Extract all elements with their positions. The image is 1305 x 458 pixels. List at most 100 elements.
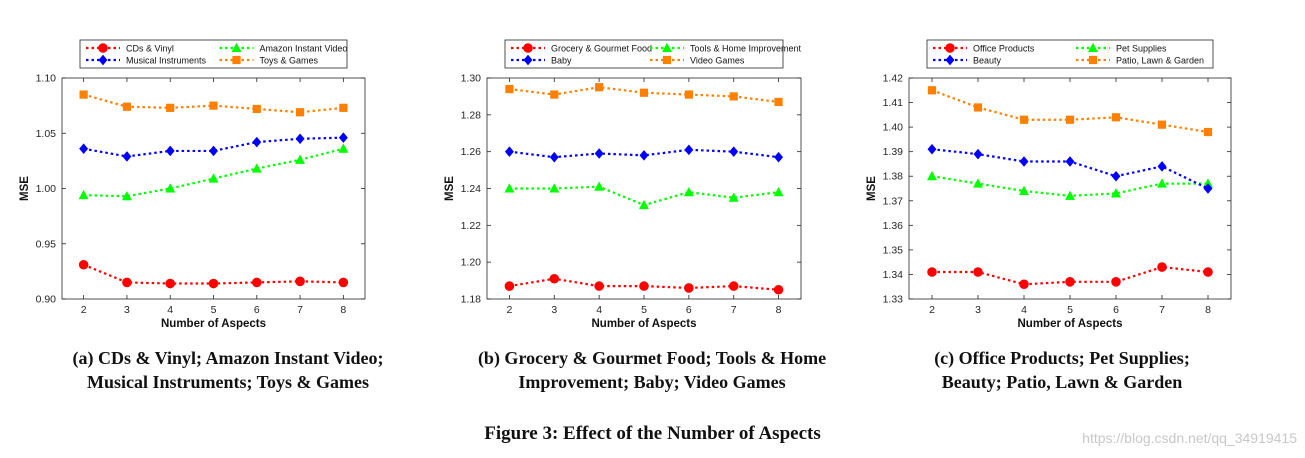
data-point [1110, 188, 1122, 198]
data-point [504, 146, 514, 158]
legend-marker [661, 42, 673, 53]
data-point [295, 108, 305, 117]
data-point [1203, 267, 1213, 277]
y-tick-label: 1.22 [461, 220, 482, 232]
data-point [165, 278, 176, 289]
data-point [972, 178, 984, 188]
data-point [549, 151, 559, 163]
data-point [927, 267, 937, 277]
data-point [927, 86, 937, 95]
x-tick-label: 2 [929, 304, 935, 316]
data-point [594, 281, 604, 291]
data-point [728, 281, 739, 291]
legend-label: Amazon Instant Video [260, 44, 348, 54]
data-point [973, 267, 983, 277]
data-point [1157, 120, 1167, 129]
panel-a-caption-line-2: Musical Instruments; Toys & Games [86, 372, 369, 392]
panel-c-caption-line-2: Beauty; Patio, Lawn & Garden [941, 372, 1183, 392]
legend-box [79, 39, 348, 69]
x-tick-label: 7 [1159, 304, 1165, 316]
data-point [208, 173, 219, 183]
y-tick-label: 1.24 [461, 183, 482, 195]
data-point [78, 259, 89, 270]
y-tick-label: 1.28 [461, 109, 482, 121]
x-tick-label: 4 [1021, 304, 1027, 316]
data-point [165, 145, 175, 157]
data-point [122, 277, 132, 288]
data-point [209, 101, 218, 110]
y-tick-label: 0.90 [36, 294, 57, 306]
series-line [931, 89, 1209, 134]
y-tick-label: 1.40 [883, 122, 904, 134]
y-tick-label: 1.18 [461, 294, 482, 306]
legend-marker [98, 43, 108, 53]
x-tick-label: 4 [167, 304, 173, 316]
x-tick-label: 5 [1067, 304, 1073, 316]
y-tick-label: 1.38 [883, 171, 904, 183]
data-point [122, 151, 132, 162]
data-point [973, 148, 983, 160]
x-axis-label: Number of Aspects [591, 318, 696, 330]
panel-a-caption-line-1: (a) CDs & Vinyl; Amazon Instant Video; [72, 348, 384, 368]
panel-b-caption-line-2: Improvement; Baby; Video Games [518, 372, 786, 392]
data-point [639, 149, 649, 161]
data-point [295, 133, 305, 145]
data-point [338, 132, 348, 144]
data-point [1157, 161, 1167, 172]
figure-charts: 0.90 0.95 1.00 1.05 1.10 2 3 4 5 6 7 8 Number of Asp… [19, 39, 1232, 330]
data-point [79, 143, 89, 155]
data-point [122, 102, 132, 111]
plot-frame [486, 77, 802, 300]
x-tick-label: 3 [551, 304, 557, 316]
x-tick-label: 4 [596, 304, 602, 316]
data-point [683, 186, 694, 197]
x-axis-label: Number of Aspects [1017, 318, 1122, 330]
legend-label: Patio, Lawn & Garden [1116, 56, 1204, 66]
legend-label: Office Products [973, 44, 1035, 54]
y-tick-label: 1.34 [883, 269, 904, 281]
x-tick-label: 3 [975, 304, 981, 316]
data-point [504, 281, 515, 291]
data-point [684, 90, 693, 99]
data-point [773, 284, 784, 295]
x-tick-label: 7 [297, 304, 303, 316]
data-point [550, 90, 559, 99]
x-tick-label: 6 [1113, 304, 1119, 316]
legend-label: Pet Supplies [1116, 44, 1167, 54]
data-point [728, 192, 739, 202]
legend-label: Beauty [973, 56, 1002, 66]
legend-marker [1088, 55, 1098, 65]
data-point [208, 278, 219, 289]
data-point [594, 181, 605, 191]
y-tick-label: 1.35 [883, 244, 904, 256]
y-tick-label: 1.39 [883, 146, 904, 158]
x-tick-label: 7 [731, 304, 737, 316]
data-point [165, 183, 176, 193]
legend-box [504, 39, 784, 69]
data-point [252, 136, 262, 148]
y-tick-label: 1.30 [461, 73, 482, 85]
panel-b-caption: (b) Grocery & Gourmet Food; Tools & Home… [452, 346, 852, 394]
data-point [774, 97, 783, 107]
legend-marker [523, 43, 533, 53]
data-point [1019, 279, 1029, 290]
data-point [774, 151, 784, 163]
legend-label: Baby [551, 56, 572, 66]
data-point [973, 103, 983, 112]
panel-c-caption: (c) Office Products; Pet Supplies; Beaut… [862, 346, 1262, 394]
data-point [729, 146, 739, 158]
data-point [79, 90, 88, 99]
x-tick-label: 2 [507, 304, 513, 316]
data-point [1156, 178, 1168, 188]
y-tick-label: 1.20 [461, 257, 482, 269]
legend-label: Tools & Home Improvement [690, 44, 802, 54]
legend-marker [523, 54, 533, 66]
plot-frame [908, 77, 1232, 300]
data-point [1019, 156, 1029, 167]
y-tick-label: 1.10 [36, 73, 57, 85]
data-point [121, 190, 132, 201]
data-point [926, 170, 938, 181]
y-tick-label: 1.05 [36, 128, 57, 140]
y-axis-label: MSE [19, 176, 31, 201]
data-point [684, 144, 694, 156]
